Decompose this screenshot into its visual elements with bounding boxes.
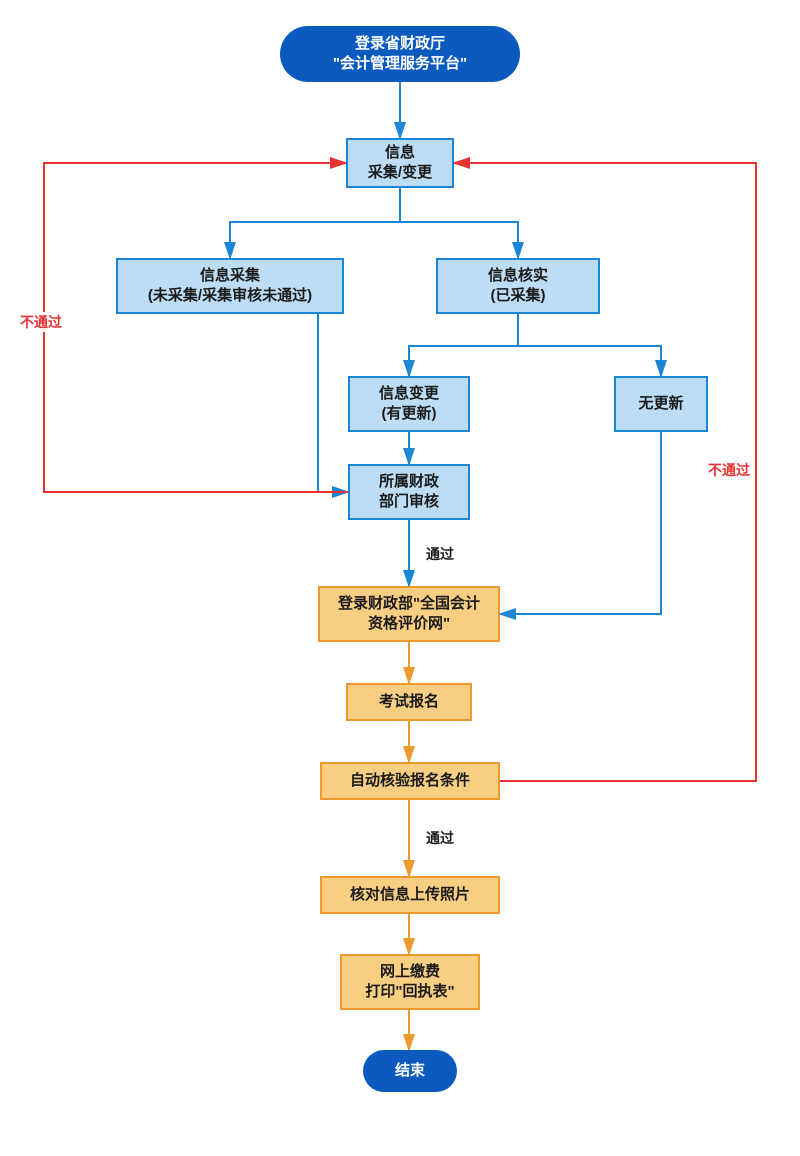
node-info-collect-line1: 信息 xyxy=(368,143,432,163)
node-auto-check: 自动核验报名条件 xyxy=(320,762,500,800)
node-exam-signup-line1: 考试报名 xyxy=(379,692,439,712)
node-no-update-line1: 无更新 xyxy=(638,394,683,414)
node-start-line1: 登录省财政厅 xyxy=(333,34,467,54)
node-pay-print: 网上缴费 打印"回执表" xyxy=(340,954,480,1010)
node-left-collect-line2: (未采集/采集审核未通过) xyxy=(148,286,312,306)
node-auto-check-line1: 自动核验报名条件 xyxy=(350,771,470,791)
node-info-change: 信息变更 (有更新) xyxy=(348,376,470,432)
node-login-mof-line2: 资格评价网" xyxy=(338,614,480,634)
edge-16 xyxy=(44,163,348,492)
node-info-collect-line2: 采集/变更 xyxy=(368,163,432,183)
node-info-change-line1: 信息变更 xyxy=(379,384,439,404)
node-left-collect: 信息采集 (未采集/采集审核未通过) xyxy=(116,258,344,314)
edge-label-9: 通过 xyxy=(424,544,456,564)
edge-2 xyxy=(230,222,400,258)
node-info-change-line2: (有更新) xyxy=(379,404,439,424)
node-upload-photo-line1: 核对信息上传照片 xyxy=(350,885,470,905)
node-left-collect-line1: 信息采集 xyxy=(148,266,312,286)
node-end: 结束 xyxy=(363,1050,457,1092)
edge-label-16: 不通过 xyxy=(18,312,64,332)
edge-label-17: 不通过 xyxy=(706,460,752,480)
node-start: 登录省财政厅 "会计管理服务平台" xyxy=(280,26,520,82)
node-pay-print-line1: 网上缴费 xyxy=(365,962,454,982)
edge-8 xyxy=(318,314,348,492)
edge-6 xyxy=(518,346,661,376)
edge-10 xyxy=(500,432,661,614)
node-dept-review-line2: 部门审核 xyxy=(379,492,439,512)
edge-label-13: 通过 xyxy=(424,828,456,848)
flowchart-canvas: 登录省财政厅 "会计管理服务平台" 信息 采集/变更 信息采集 (未采集/采集审… xyxy=(0,0,800,1156)
edge-5 xyxy=(409,346,518,376)
node-no-update: 无更新 xyxy=(614,376,708,432)
node-right-verify-line2: (已采集) xyxy=(488,286,548,306)
node-dept-review-line1: 所属财政 xyxy=(379,472,439,492)
node-pay-print-line2: 打印"回执表" xyxy=(365,982,454,1002)
node-right-verify: 信息核实 (已采集) xyxy=(436,258,600,314)
node-exam-signup: 考试报名 xyxy=(346,683,472,721)
edge-3 xyxy=(400,222,518,258)
node-start-line2: "会计管理服务平台" xyxy=(333,54,467,74)
node-right-verify-line1: 信息核实 xyxy=(488,266,548,286)
node-upload-photo: 核对信息上传照片 xyxy=(320,876,500,914)
node-login-mof-line1: 登录财政部"全国会计 xyxy=(338,594,480,614)
node-end-line1: 结束 xyxy=(395,1061,425,1081)
node-info-collect: 信息 采集/变更 xyxy=(346,138,454,188)
node-login-mof: 登录财政部"全国会计 资格评价网" xyxy=(318,586,500,642)
node-dept-review: 所属财政 部门审核 xyxy=(348,464,470,520)
